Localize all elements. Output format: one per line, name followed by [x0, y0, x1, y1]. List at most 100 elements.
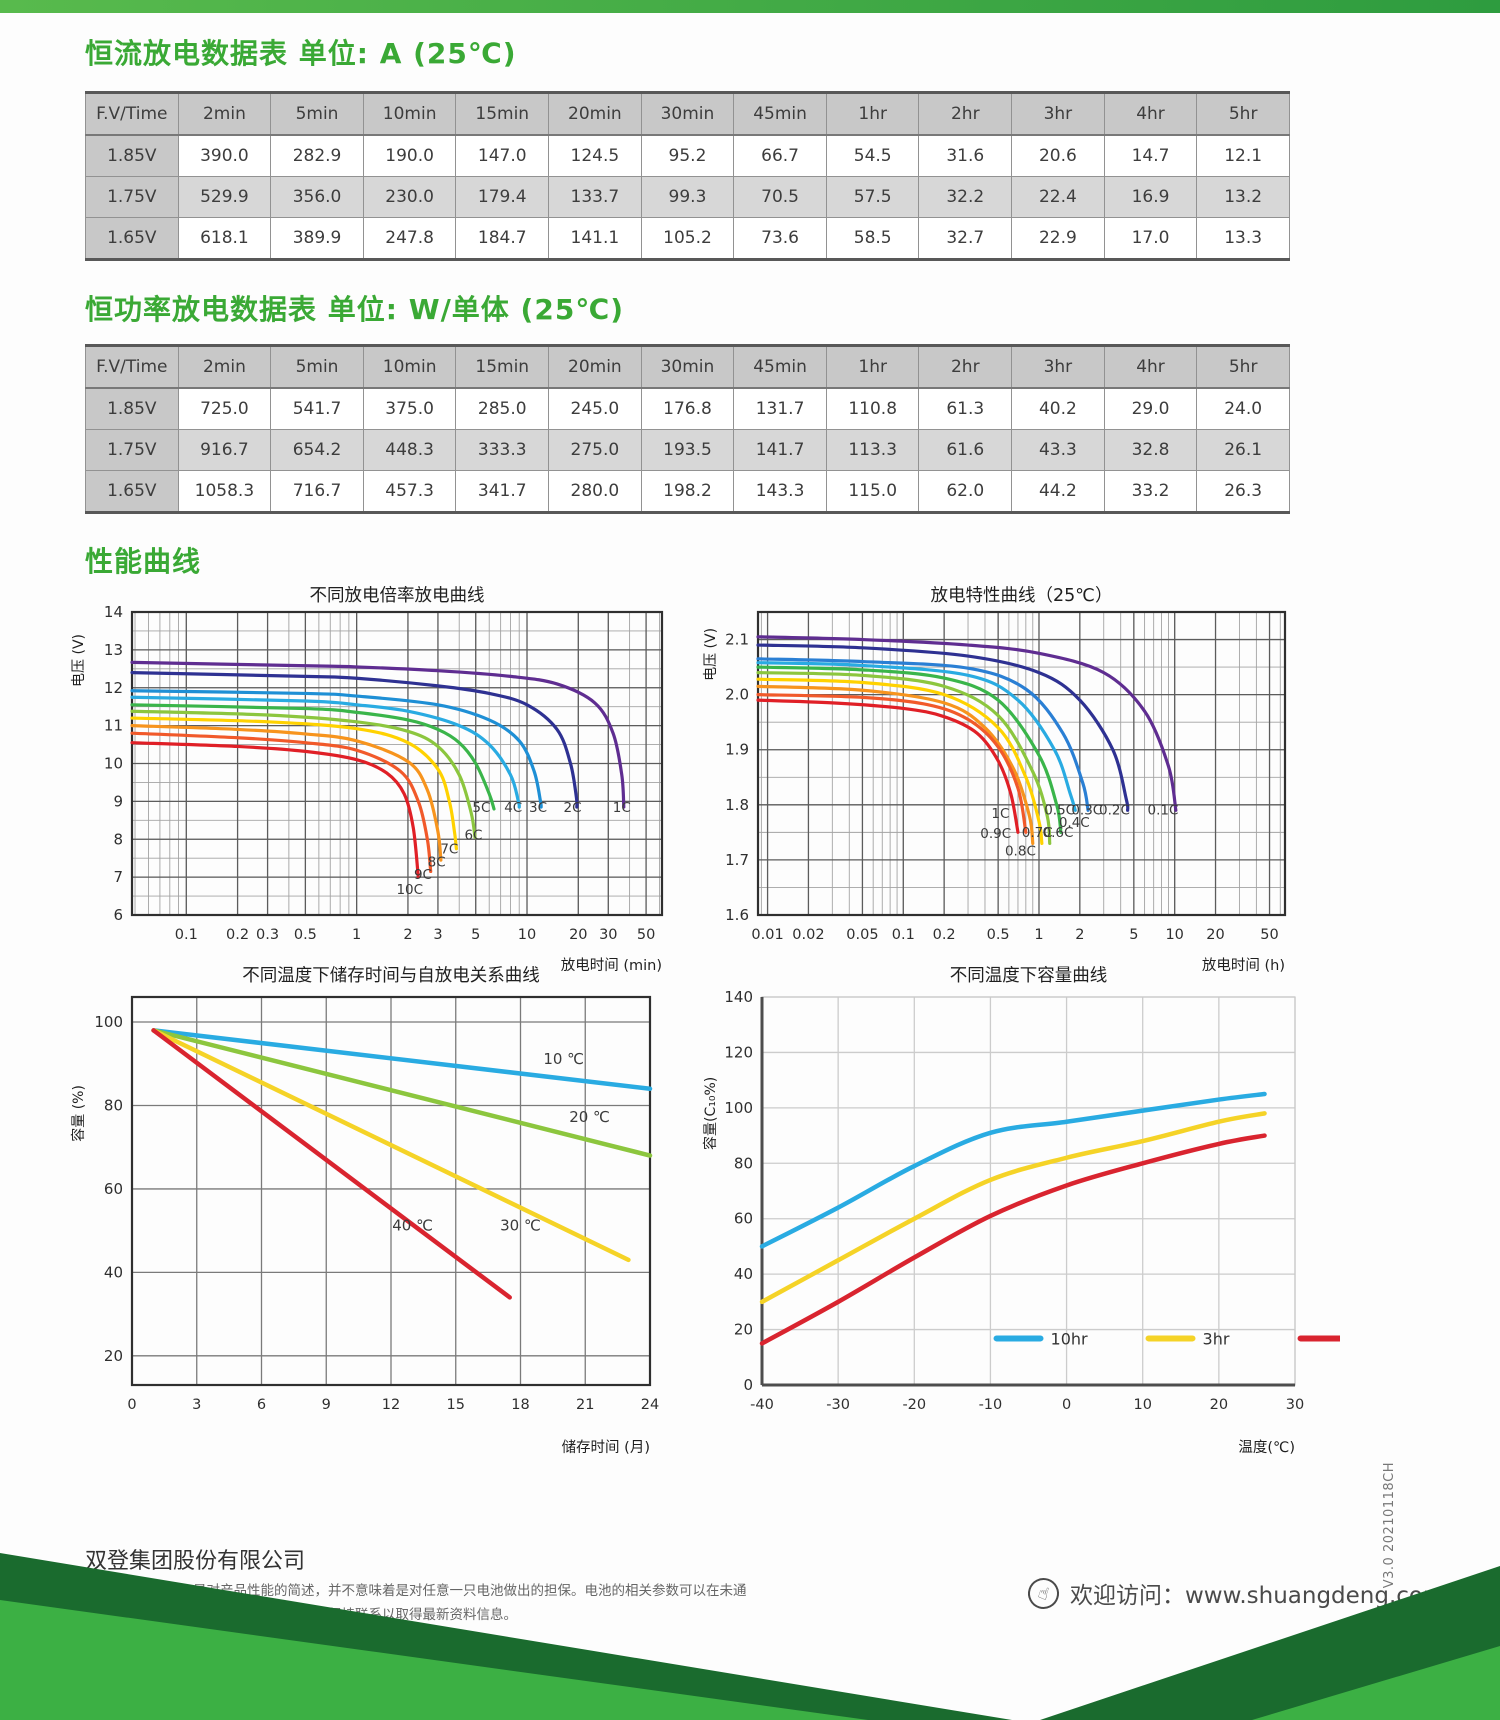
table-cell: 247.8: [362, 217, 457, 260]
table-cell: 99.3: [640, 176, 735, 218]
col-header: 15min: [455, 92, 550, 136]
row-header: 1.65V: [85, 470, 179, 513]
svg-text:6: 6: [113, 906, 123, 924]
section-title-performance-curves: 性能曲线: [85, 545, 202, 578]
svg-text:20: 20: [1210, 1397, 1228, 1413]
table-cell: 280.0: [548, 470, 642, 513]
svg-text:2: 2: [1075, 927, 1084, 943]
col-header: 3hr: [1011, 92, 1105, 136]
svg-text:-20: -20: [902, 1397, 926, 1413]
svg-text:0.6C: 0.6C: [1043, 825, 1074, 841]
table-cell: 66.7: [733, 134, 827, 177]
svg-text:21: 21: [576, 1397, 594, 1413]
table-row: 1.75V 529.9 356.0 230.0 179.4 133.7 99.3 70.5 57…: [85, 176, 1290, 218]
svg-text:3: 3: [433, 927, 442, 943]
col-header: 1hr: [825, 92, 920, 136]
table-row: 1.75V 916.7 654.2 448.3 333.3 275.0 193.5 141.7…: [85, 429, 1290, 471]
table-cell: 62.0: [918, 470, 1013, 513]
svg-text:40: 40: [104, 1263, 123, 1281]
disclaimer-text: 声明：该信息仅仅是对产品性能的简述，并不意味着是对任意一只电池做出的担保。电池的…: [85, 1583, 747, 1623]
svg-text:10: 10: [104, 755, 123, 773]
svg-text:0.9C: 0.9C: [980, 826, 1011, 842]
col-header: 45min: [733, 92, 827, 136]
svg-text:储存时间 (月): 储存时间 (月): [562, 1439, 650, 1456]
table-header-row: F.V/Time 2min 5min 10min 15min 20min 30min 45mi…: [85, 92, 1290, 136]
col-header: 4hr: [1103, 92, 1198, 136]
col-header: 5min: [270, 92, 364, 136]
table-cell: 61.6: [918, 429, 1013, 471]
svg-text:0.1: 0.1: [175, 927, 198, 943]
svg-text:0: 0: [1062, 1397, 1071, 1413]
table-cell: 141.1: [548, 217, 642, 260]
table-cell: 26.3: [1196, 470, 1290, 513]
svg-text:容量 (%): 容量 (%): [70, 1085, 87, 1142]
svg-text:0.02: 0.02: [792, 927, 824, 943]
table-cell: 275.0: [548, 429, 642, 471]
svg-text:1.9: 1.9: [725, 741, 749, 759]
table-cell: 285.0: [455, 387, 550, 430]
section-title-constant-current: 恒流放电数据表 单位: A (25℃): [85, 37, 517, 70]
svg-text:2.0: 2.0: [725, 686, 749, 704]
svg-text:20: 20: [1206, 927, 1224, 943]
svg-text:3hr: 3hr: [1203, 1329, 1230, 1348]
svg-text:0.3C: 0.3C: [1071, 803, 1102, 819]
svg-text:60: 60: [104, 1180, 123, 1198]
chart-discharge-rate-curves: 0.1 0.2 0.3 0.5 1 2 3 5 10 20 30 5067891011121314不同…: [71, 586, 664, 974]
svg-text:温度(℃): 温度(℃): [1238, 1439, 1295, 1456]
svg-text:放电时间 (h): 放电时间 (h): [1202, 957, 1285, 974]
svg-text:1.6: 1.6: [725, 906, 749, 924]
table-cell: 230.0: [362, 176, 457, 218]
col-header: 20min: [548, 345, 642, 389]
svg-text:不同放电倍率放电曲线: 不同放电倍率放电曲线: [310, 586, 485, 606]
svg-text:电压 (V): 电压 (V): [71, 634, 87, 687]
table-cell: 61.3: [918, 387, 1013, 430]
table-cell: 13.3: [1196, 217, 1290, 260]
table-cell: 133.7: [548, 176, 642, 218]
svg-text:18: 18: [511, 1397, 529, 1413]
table-cell: 389.9: [270, 217, 364, 260]
svg-text:3C: 3C: [529, 800, 547, 816]
col-header: 30min: [640, 92, 735, 136]
table-cell: 95.2: [640, 134, 735, 177]
svg-text:0.05: 0.05: [846, 927, 878, 943]
website-link[interactable]: www.shuangdeng.com.cn: [1185, 1583, 1480, 1609]
constant-current-table: F.V/Time 2min 5min 10min 15min 20min 30min 45mi…: [85, 91, 1290, 261]
table-cell: 529.9: [177, 176, 272, 218]
row-header: 1.75V: [85, 429, 179, 471]
svg-text:0: 0: [743, 1376, 753, 1394]
svg-text:0: 0: [127, 1397, 136, 1413]
table-cell: 22.4: [1011, 176, 1105, 218]
table-cell: 725.0: [177, 387, 272, 430]
svg-text:0.5: 0.5: [294, 927, 317, 943]
svg-text:80: 80: [734, 1154, 753, 1172]
svg-text:14: 14: [104, 603, 123, 621]
svg-text:7: 7: [113, 868, 123, 886]
row-header: 1.65V: [85, 217, 179, 260]
col-header: 5hr: [1196, 92, 1290, 136]
chart-discharge-characteristic-curves: 0.01 0.02 0.05 0.1 0.2 0.5 1 2 5 10 20 50 1.6 1.7 1.8 1…: [703, 586, 1287, 974]
row-header: 1.75V: [85, 176, 179, 218]
table-cell: 105.2: [640, 217, 735, 260]
row-header: 1.85V: [85, 387, 179, 430]
svg-text:-10: -10: [979, 1397, 1003, 1413]
table-cell: 176.8: [640, 387, 735, 430]
table-cell: 57.5: [825, 176, 920, 218]
table-row: 1.85V 390.0 282.9 190.0 147.0 124.5 95.2 66.7 54…: [85, 134, 1290, 177]
table-cell: 179.4: [455, 176, 550, 218]
svg-text:9: 9: [113, 792, 123, 810]
svg-text:放电时间 (min): 放电时间 (min): [561, 957, 662, 974]
row-header: 1.85V: [85, 134, 179, 177]
svg-text:0.2: 0.2: [226, 927, 249, 943]
table-cell: 32.2: [918, 176, 1013, 218]
col-header: 2min: [177, 345, 272, 389]
table-cell: 618.1: [177, 217, 272, 260]
svg-text:0.1: 0.1: [892, 927, 915, 943]
svg-text:10: 10: [1165, 927, 1183, 943]
table-cell: 282.9: [270, 134, 364, 177]
chart-capacity-vs-temperature-curves: -40 -30 -20 -10 0 10 20 30 0 20 40 60 80 100 120 140 不同温…: [702, 966, 1340, 1456]
svg-text:11: 11: [104, 717, 123, 735]
svg-text:0.5C: 0.5C: [1044, 803, 1075, 819]
svg-text:-30: -30: [826, 1397, 850, 1413]
svg-text:30 ℃: 30 ℃: [500, 1217, 541, 1235]
col-header: 2hr: [918, 345, 1013, 389]
